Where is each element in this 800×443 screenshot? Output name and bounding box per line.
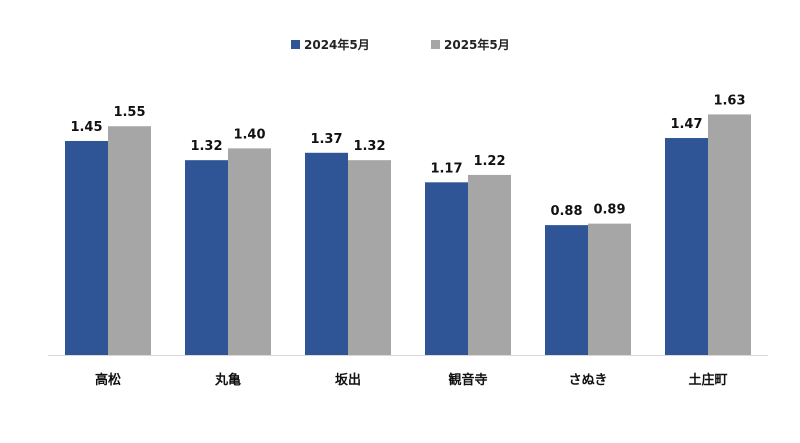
data-label-2025-3: 1.22	[473, 154, 505, 169]
bar-2024-3	[425, 182, 468, 355]
category-label-1: 丸亀	[214, 372, 241, 388]
bar-2025-3	[468, 174, 511, 355]
category-label-5: 土庄町	[688, 372, 727, 388]
bar-2024-1	[185, 160, 228, 355]
data-label-2024-0: 1.45	[70, 120, 102, 135]
bar-2024-5	[665, 138, 708, 355]
bar-2025-0	[108, 126, 151, 355]
chart-legend: 2024年5月 2025年5月	[291, 37, 510, 52]
data-label-2025-2: 1.32	[353, 139, 385, 154]
data-label-2024-4: 0.88	[550, 204, 582, 219]
bar-2024-2	[305, 152, 348, 355]
bar-2025-2	[348, 160, 391, 355]
bar-2025-4	[588, 223, 631, 355]
data-label-2025-1: 1.40	[233, 127, 265, 142]
bar-2024-4	[545, 225, 588, 355]
legend-label-2024: 2024年5月	[304, 37, 370, 52]
data-label-2024-5: 1.47	[670, 117, 702, 132]
category-label-3: 観音寺	[447, 372, 487, 388]
legend-label-2025: 2025年5月	[444, 37, 510, 52]
data-label-2025-4: 0.89	[593, 203, 625, 218]
category-label-2: 坂出	[335, 372, 361, 388]
bar-2025-5	[708, 114, 751, 355]
category-label-0: 高松	[95, 372, 121, 388]
data-label-2024-3: 1.17	[430, 161, 462, 176]
data-label-2025-5: 1.63	[713, 93, 745, 108]
data-label-2025-0: 1.55	[113, 105, 145, 120]
bar-2025-1	[228, 148, 271, 355]
data-label-group: 1.45 1.55 1.32 1.40 1.37 1.32 1.17 1.22 0.88 0.89…	[70, 93, 745, 219]
data-label-2024-2: 1.37	[310, 132, 342, 147]
legend-swatch-2025	[431, 40, 440, 49]
bar-2024-0	[65, 140, 108, 355]
data-label-2024-1: 1.32	[190, 139, 222, 154]
bar-group	[65, 114, 751, 355]
category-label-4: さぬき	[569, 373, 608, 388]
category-tick-labels: 高松 丸亀 坂出 観音寺 さぬき 土庄町	[95, 372, 728, 388]
legend-swatch-2024	[291, 40, 300, 49]
